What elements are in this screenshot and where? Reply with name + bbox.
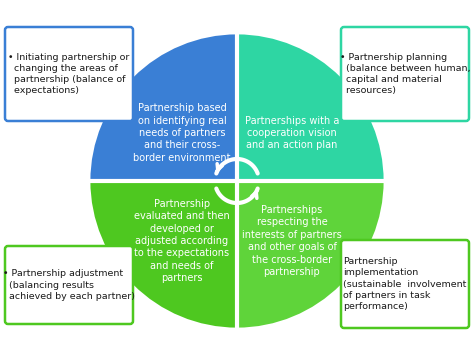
FancyBboxPatch shape — [341, 27, 469, 121]
Wedge shape — [89, 181, 237, 329]
Text: Partnership
implementation
(sustainable  involvement
of partners in task
perform: Partnership implementation (sustainable … — [343, 257, 467, 311]
Text: • Initiating partnership or
  changing the areas of
  partnership (balance of
  : • Initiating partnership or changing the… — [9, 53, 130, 95]
Wedge shape — [237, 181, 385, 329]
Text: Partnership based
on identifying real
needs of partners
and their cross-
border : Partnership based on identifying real ne… — [133, 103, 231, 163]
Wedge shape — [89, 33, 237, 181]
FancyBboxPatch shape — [5, 27, 133, 121]
FancyBboxPatch shape — [5, 246, 133, 324]
Text: • Partnership planning
  (balance between human,
  capital and material
  resour: • Partnership planning (balance between … — [340, 53, 470, 95]
Text: Partnership
evaluated and then
developed or
adjusted according
to the expectatio: Partnership evaluated and then developed… — [134, 199, 230, 283]
Text: Partnerships
respecting the
interests of partners
and other goals of
the cross-b: Partnerships respecting the interests of… — [242, 205, 342, 277]
FancyBboxPatch shape — [341, 240, 469, 328]
Wedge shape — [237, 33, 385, 181]
Text: • Partnership adjustment
  (balancing results
  achieved by each partner): • Partnership adjustment (balancing resu… — [3, 269, 135, 301]
Text: Partnerships with a
cooperation vision
and an action plan: Partnerships with a cooperation vision a… — [245, 115, 339, 150]
